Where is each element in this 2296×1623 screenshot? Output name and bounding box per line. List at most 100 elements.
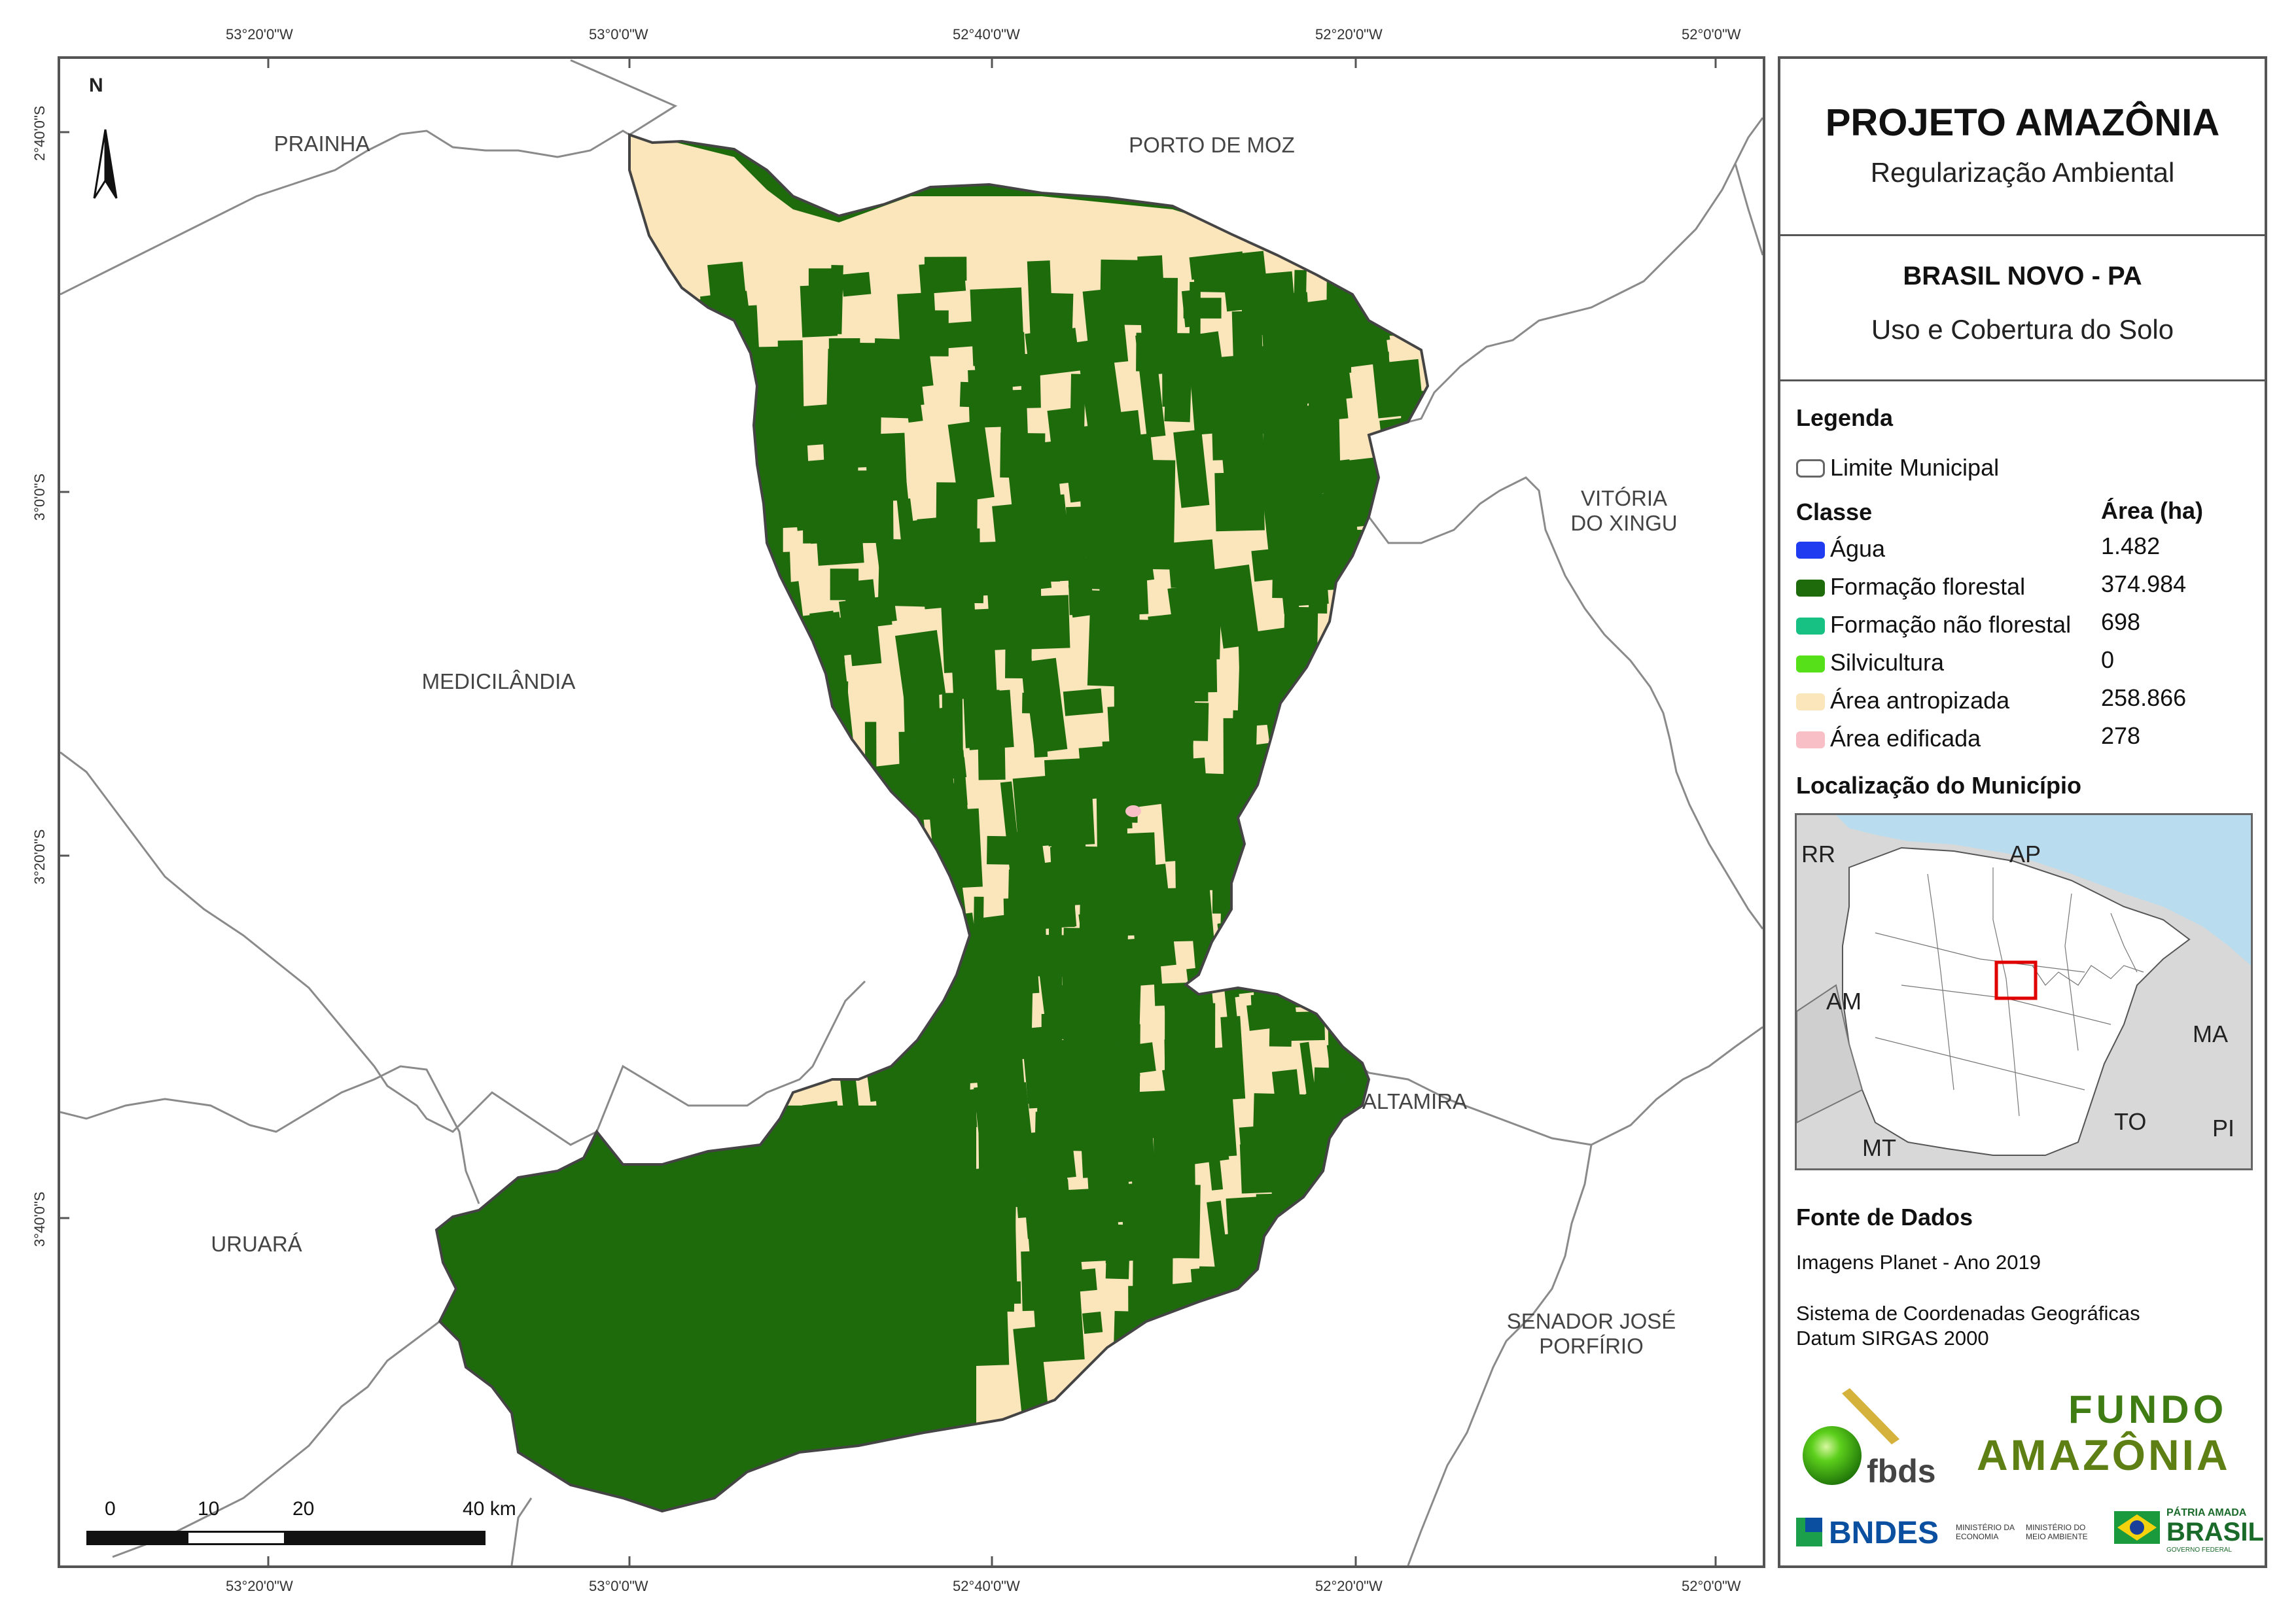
- forest-patch: [947, 419, 995, 502]
- brasil-novo-boundary[interactable]: [434, 133, 1430, 1513]
- forest-patch: [752, 829, 790, 871]
- forest-patch: [875, 538, 897, 622]
- forest-patch: [1044, 292, 1074, 333]
- forest-patch: [831, 853, 875, 890]
- forest-patch: [696, 981, 730, 1004]
- legend-class-area: 278: [2101, 722, 2141, 749]
- state-label-rr: RR: [1801, 841, 1835, 867]
- amazonia-text: AMAZÔNIA: [1977, 1431, 2231, 1479]
- forest-patch: [1034, 1111, 1086, 1151]
- forest-patch: [1353, 1300, 1377, 1405]
- forest-patch: [1377, 861, 1422, 909]
- class-header: Classe: [1796, 498, 1873, 525]
- forest-patch: [832, 967, 885, 1071]
- forest-patch: [665, 445, 713, 559]
- forest-patch: [477, 541, 518, 614]
- forest-patch: [580, 504, 631, 564]
- forest-patch: [1164, 370, 1192, 423]
- forest-patch: [1259, 769, 1301, 831]
- forest-patch: [533, 354, 551, 391]
- legend-swatch: [1796, 731, 1825, 748]
- forest-patch: [686, 882, 719, 966]
- forest-patch: [1407, 824, 1428, 898]
- bndes-text: BNDES: [1829, 1516, 1939, 1550]
- forest-patch: [1000, 387, 1013, 466]
- legend-class-area: 0: [2101, 646, 2115, 673]
- forest-patch: [598, 787, 645, 809]
- forest-patch: [589, 691, 615, 746]
- ministry-environment-line2: MEIO AMBIENTE: [2026, 1532, 2088, 1541]
- ministry-economy-logo: MINISTÉRIO DA ECONOMIA: [1956, 1523, 2015, 1541]
- forest-patch: [454, 1162, 470, 1204]
- forest-patch: [1163, 887, 1210, 942]
- forest-patch: [692, 682, 738, 710]
- forest-patch: [805, 833, 855, 903]
- forest-patch: [553, 770, 586, 793]
- scale-segment: [286, 1531, 486, 1545]
- forest-patch: [491, 332, 529, 427]
- forest-patch: [670, 1109, 694, 1149]
- forest-patch: [1299, 792, 1347, 835]
- forest-patch: [1305, 1275, 1339, 1372]
- forest-patch: [1245, 627, 1295, 683]
- forest-patch: [1404, 494, 1428, 573]
- forest-patch: [613, 681, 638, 703]
- forest-patch: [1311, 1273, 1348, 1351]
- forest-patch: [1408, 1327, 1428, 1389]
- forest-patch: [1350, 935, 1371, 983]
- forest-patch: [465, 336, 489, 387]
- forest-patch: [1134, 1097, 1180, 1139]
- forest-patch: [516, 936, 552, 1001]
- forest-patch: [506, 1055, 546, 1092]
- forest-patch: [652, 948, 679, 993]
- municipal-boundaries: [60, 59, 1763, 1565]
- forest-patch: [764, 1027, 792, 1049]
- forest-patch: [626, 1082, 640, 1114]
- legend-class-area: 374.984: [2101, 570, 2187, 597]
- forest-patch: [749, 697, 807, 756]
- forest-patch: [1375, 1311, 1394, 1388]
- forest-patch: [722, 764, 754, 859]
- ministry-environment-logo: MINISTÉRIO DO MEIO AMBIENTE: [2026, 1523, 2088, 1541]
- forest-patch: [1250, 993, 1293, 1027]
- forest-patch: [1368, 1228, 1416, 1297]
- forest-patch: [1248, 739, 1309, 799]
- forest-patch: [1393, 727, 1428, 837]
- forest-patch: [440, 1120, 491, 1165]
- forest-patch: [1352, 1289, 1394, 1398]
- forest-patch: [839, 812, 856, 879]
- forest-patch: [1302, 862, 1354, 934]
- forest-patch: [476, 883, 499, 915]
- forest-patch: [717, 623, 756, 674]
- forest-patch: [762, 1007, 793, 1071]
- forest-patch: [959, 381, 985, 408]
- map-canvas[interactable]: [60, 59, 1763, 1565]
- forest-patch: [1124, 266, 1161, 298]
- sources-crs-line1: Sistema de Coordenadas Geográficas: [1796, 1302, 2140, 1325]
- forest-patch: [448, 879, 496, 956]
- ministry-economy-line2: ECONOMIA: [1956, 1532, 1999, 1541]
- forest-patch: [537, 388, 550, 464]
- forest-patch: [841, 979, 890, 1039]
- forest-patch: [576, 273, 618, 340]
- forest-patch: [705, 697, 730, 801]
- map-frame[interactable]: N PRAINHA PORTO DE MOZ VITÓRIA DO XINGU …: [58, 56, 1765, 1568]
- forest-patch: [459, 850, 512, 873]
- sources-imagery: Imagens Planet - Ano 2019: [1796, 1251, 2041, 1274]
- north-arrow-icon: [93, 129, 118, 199]
- forest-patch: [711, 453, 756, 489]
- forest-patch: [470, 453, 506, 538]
- forest-patch: [751, 920, 796, 951]
- forest-patch: [1388, 853, 1416, 883]
- forest-patch: [807, 905, 826, 969]
- forest-patch: [1366, 647, 1386, 714]
- forest-patch: [927, 930, 958, 966]
- forest-patch: [596, 699, 616, 740]
- forest-patch: [643, 447, 662, 518]
- forest-patch: [1260, 896, 1318, 933]
- forest-patch: [724, 1021, 747, 1117]
- forest-patch: [716, 348, 733, 428]
- label-altamira: ALTAMIRA: [1362, 1089, 1468, 1113]
- legend-class-label: Área edificada: [1830, 725, 1981, 752]
- forest-patch: [442, 321, 476, 406]
